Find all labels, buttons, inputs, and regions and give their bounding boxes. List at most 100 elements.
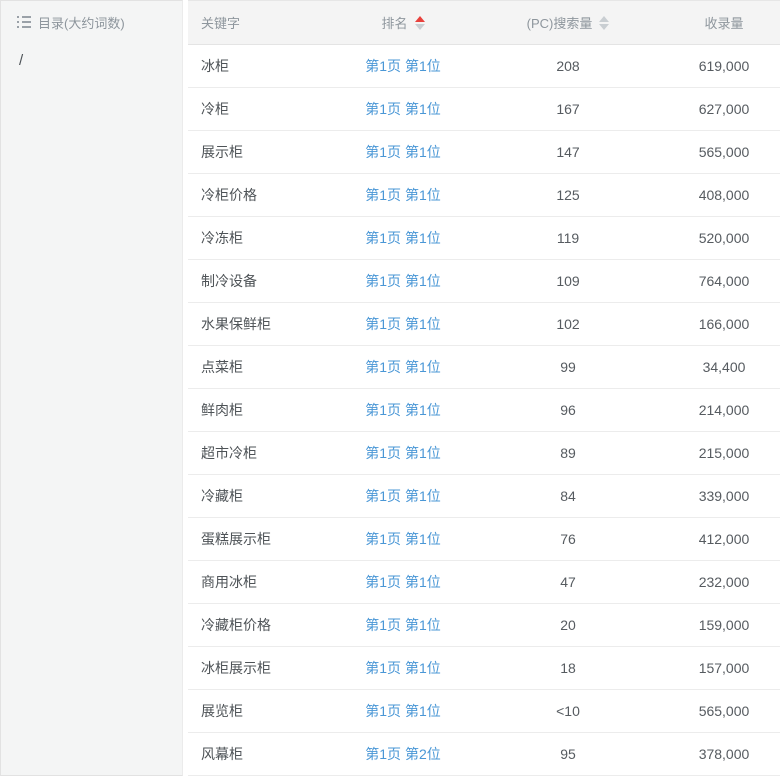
indexed-cell: 166,000: [668, 302, 780, 346]
sort-desc-icon[interactable]: [414, 23, 425, 30]
search-volume-cell: 109: [468, 259, 668, 303]
directory-item-root[interactable]: /: [19, 52, 24, 69]
rank-cell: 第1页 第1位: [338, 388, 468, 432]
indexed-cell: 232,000: [668, 560, 780, 604]
keyword-cell: 点菜柜: [188, 345, 338, 389]
table-row: 蛋糕展示柜 第1页 第1位 76 412,000: [188, 517, 780, 561]
rank-cell: 第1页 第1位: [338, 474, 468, 518]
indexed-cell: 408,000: [668, 173, 780, 217]
indexed-cell: 412,000: [668, 517, 780, 561]
search-volume-cell: 89: [468, 431, 668, 475]
search-volume-cell: 125: [468, 173, 668, 217]
keyword-cell: 鲜肉柜: [188, 388, 338, 432]
column-header-search-volume: (PC)搜索量: [468, 0, 668, 45]
search-volume-cell: 102: [468, 302, 668, 346]
list-icon: [17, 14, 31, 31]
column-header-indexed: 收录量: [668, 0, 780, 45]
rank-cell: 第1页 第1位: [338, 603, 468, 647]
sort-asc-icon[interactable]: [414, 15, 425, 22]
indexed-cell: 159,000: [668, 603, 780, 647]
keyword-cell: 冷藏柜价格: [188, 603, 338, 647]
table-row: 冰柜 第1页 第1位 208 619,000: [188, 44, 780, 88]
indexed-cell: 157,000: [668, 646, 780, 690]
table-header-row: 关键字 排名 (PC)搜索量: [188, 0, 780, 45]
sort-asc-icon[interactable]: [599, 15, 610, 22]
sidebar-table-divider: [183, 0, 188, 776]
search-volume-cell: 96: [468, 388, 668, 432]
directory-sidebar: 目录(大约词数) /: [0, 0, 183, 776]
search-volume-cell: 208: [468, 44, 668, 88]
rank-cell: 第1页 第1位: [338, 44, 468, 88]
indexed-cell: 627,000: [668, 87, 780, 131]
table-row: 冰柜展示柜 第1页 第1位 18 157,000: [188, 646, 780, 690]
table-row: 点菜柜 第1页 第1位 99 34,400: [188, 345, 780, 389]
indexed-cell: 215,000: [668, 431, 780, 475]
rank-link[interactable]: 第1页 第1位: [365, 488, 441, 504]
keyword-cell: 风幕柜: [188, 732, 338, 776]
indexed-cell: 619,000: [668, 44, 780, 88]
rank-link[interactable]: 第1页 第1位: [365, 144, 441, 160]
rank-cell: 第1页 第1位: [338, 302, 468, 346]
keyword-cell: 冰柜展示柜: [188, 646, 338, 690]
rank-link[interactable]: 第1页 第1位: [365, 101, 441, 117]
keyword-cell: 冷柜价格: [188, 173, 338, 217]
search-volume-cell: 119: [468, 216, 668, 260]
indexed-cell: 520,000: [668, 216, 780, 260]
indexed-cell: 378,000: [668, 732, 780, 776]
rank-link[interactable]: 第1页 第1位: [365, 402, 441, 418]
column-header-rank: 排名: [338, 0, 468, 45]
rank-link[interactable]: 第1页 第1位: [365, 617, 441, 633]
rank-link[interactable]: 第1页 第1位: [365, 445, 441, 461]
rank-link[interactable]: 第1页 第1位: [365, 316, 441, 332]
indexed-cell: 214,000: [668, 388, 780, 432]
keyword-cell: 冷藏柜: [188, 474, 338, 518]
rank-cell: 第1页 第2位: [338, 732, 468, 776]
rank-link[interactable]: 第1页 第1位: [365, 660, 441, 676]
table-row: 冷冻柜 第1页 第1位 119 520,000: [188, 216, 780, 260]
search-volume-cell: 18: [468, 646, 668, 690]
rank-sort-control[interactable]: [414, 15, 425, 30]
table-row: 展览柜 第1页 第1位 <10 565,000: [188, 689, 780, 733]
search-volume-cell: 20: [468, 603, 668, 647]
rank-link[interactable]: 第1页 第1位: [365, 273, 441, 289]
table-body: 冰柜 第1页 第1位 208 619,000 冷柜 第1页 第1位 167 62…: [188, 44, 780, 776]
rank-link[interactable]: 第1页 第1位: [365, 703, 441, 719]
indexed-cell: 764,000: [668, 259, 780, 303]
indexed-cell: 565,000: [668, 130, 780, 174]
rank-link[interactable]: 第1页 第1位: [365, 574, 441, 590]
keyword-cell: 展示柜: [188, 130, 338, 174]
rank-link[interactable]: 第1页 第1位: [365, 58, 441, 74]
rank-link[interactable]: 第1页 第1位: [365, 230, 441, 246]
keyword-cell: 冷柜: [188, 87, 338, 131]
table-row: 商用冰柜 第1页 第1位 47 232,000: [188, 560, 780, 604]
rank-cell: 第1页 第1位: [338, 87, 468, 131]
keyword-cell: 水果保鲜柜: [188, 302, 338, 346]
search-volume-cell: 95: [468, 732, 668, 776]
indexed-cell: 339,000: [668, 474, 780, 518]
keyword-cell: 超市冷柜: [188, 431, 338, 475]
search-volume-sort-control[interactable]: [599, 15, 610, 30]
rank-cell: 第1页 第1位: [338, 216, 468, 260]
search-volume-cell: 84: [468, 474, 668, 518]
table-row: 超市冷柜 第1页 第1位 89 215,000: [188, 431, 780, 475]
table-row: 冷藏柜价格 第1页 第1位 20 159,000: [188, 603, 780, 647]
search-volume-cell: 99: [468, 345, 668, 389]
keyword-cell: 冷冻柜: [188, 216, 338, 260]
search-volume-cell: <10: [468, 689, 668, 733]
search-volume-cell: 47: [468, 560, 668, 604]
rank-link[interactable]: 第1页 第2位: [365, 746, 441, 762]
directory-sidebar-header: 目录(大约词数): [1, 1, 182, 44]
search-volume-cell: 167: [468, 87, 668, 131]
table-row: 冷柜 第1页 第1位 167 627,000: [188, 87, 780, 131]
sort-desc-icon[interactable]: [599, 23, 610, 30]
rank-cell: 第1页 第1位: [338, 560, 468, 604]
indexed-cell: 565,000: [668, 689, 780, 733]
rank-cell: 第1页 第1位: [338, 431, 468, 475]
keyword-cell: 冰柜: [188, 44, 338, 88]
keyword-rank-table: 关键字 排名 (PC)搜索量: [188, 0, 780, 776]
keyword-rank-panel: 关键字 排名 (PC)搜索量: [188, 0, 780, 776]
rank-link[interactable]: 第1页 第1位: [365, 359, 441, 375]
search-volume-cell: 147: [468, 130, 668, 174]
rank-link[interactable]: 第1页 第1位: [365, 531, 441, 547]
rank-link[interactable]: 第1页 第1位: [365, 187, 441, 203]
